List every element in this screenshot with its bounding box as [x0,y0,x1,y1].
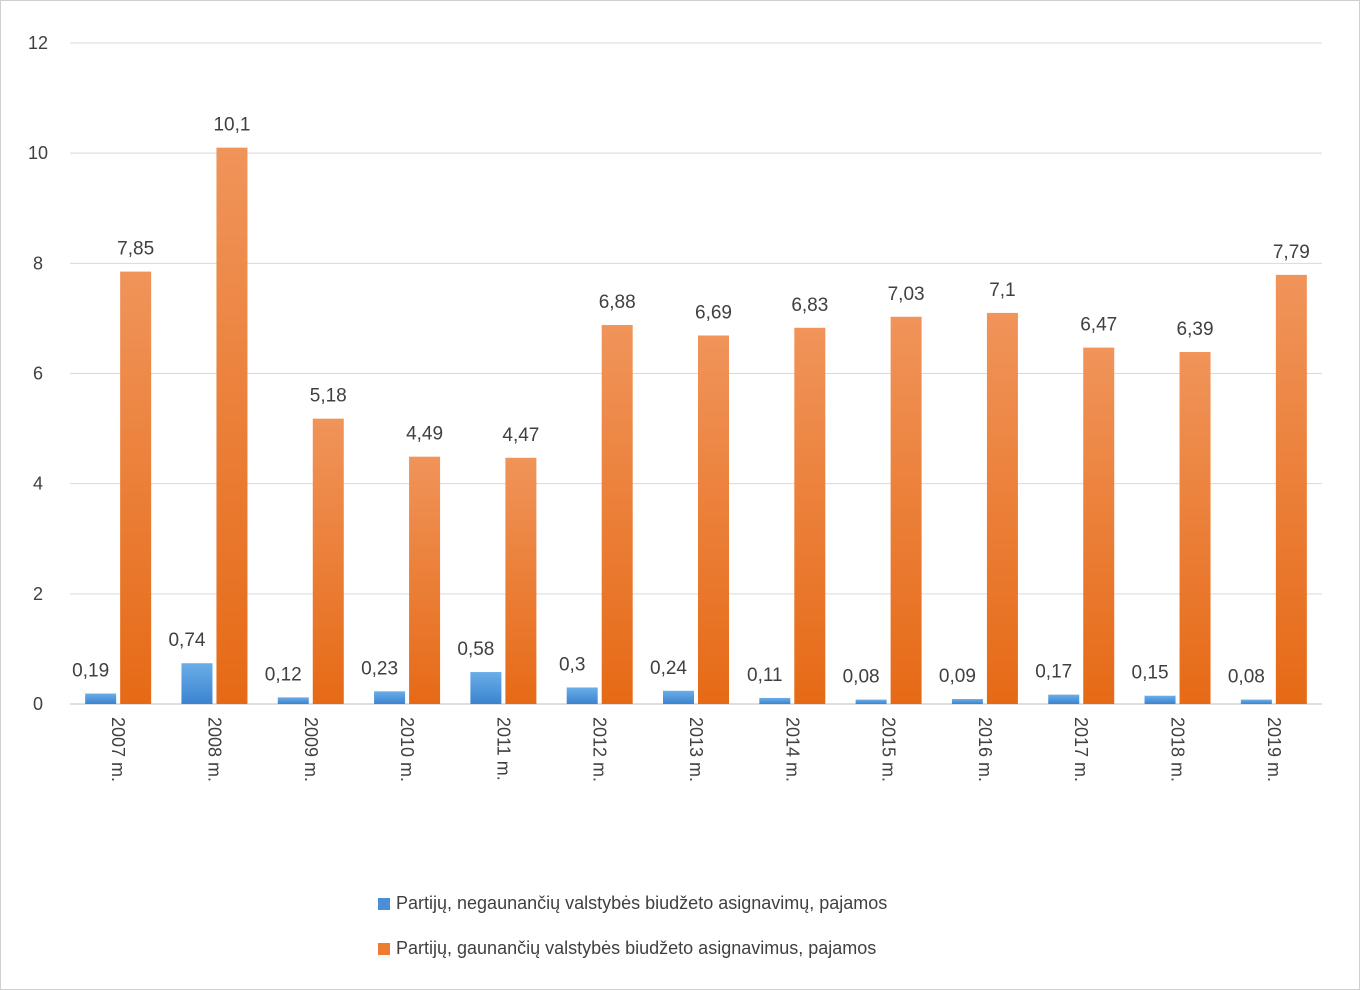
data-label: 6,47 [1080,315,1117,336]
data-label: 0,24 [650,658,687,679]
x-tick-label: 2017 m. [1071,717,1091,782]
legend-item-series-2: Partijų, gaunančių valstybės biudžeto as… [378,938,876,959]
data-label: 0,3 [559,654,585,675]
bar-series-1 [759,697,791,704]
bar-series-1 [277,697,309,704]
legend-swatch-orange [378,942,390,955]
data-label: 0,08 [1228,667,1265,688]
bars [85,147,1307,705]
bar-series-1 [663,690,694,704]
bar-series-2 [409,456,441,704]
data-label: 0,17 [1035,662,1072,683]
bar-series-1 [85,693,117,704]
data-label: 7,85 [117,239,154,260]
bar-series-1 [566,687,598,704]
x-tick-label: 2007 m. [108,717,128,782]
bar-series-2 [698,335,729,704]
data-label: 0,19 [72,661,109,682]
x-tick-label: 2012 m. [590,717,610,782]
bar-series-1 [951,699,983,704]
data-label: 6,83 [791,295,828,316]
legend-item-series-1: Partijų, negaunančių valstybės biudžeto … [378,893,887,914]
data-label: 4,49 [406,424,443,445]
y-tick-label: 6 [33,364,43,384]
data-label: 0,11 [747,665,783,686]
x-tick-label: 2010 m. [397,717,417,782]
bar-series-1 [1240,699,1272,704]
legend-swatch-blue [378,897,390,910]
data-label: 7,1 [989,280,1015,301]
bar-series-1 [855,699,887,704]
bar-series-2 [120,271,152,704]
y-tick-label: 4 [33,474,43,494]
bar-series-2 [216,147,248,705]
x-tick-label: 2018 m. [1168,717,1188,782]
data-label: 7,03 [888,284,925,305]
data-label: 6,39 [1177,319,1214,340]
bar-series-2 [1083,347,1115,704]
data-label: 0,08 [843,667,880,688]
data-label: 6,88 [599,292,636,313]
data-label: 0,74 [168,630,205,651]
y-axis-ticks: 0 2 4 6 8 10 12 [28,33,48,714]
bar-series-1 [470,672,502,704]
x-tick-label: 2008 m. [204,717,224,782]
data-label: 5,18 [310,386,347,407]
bar-series-2 [986,312,1018,704]
x-tick-label: 2015 m. [879,717,899,782]
bar-series-2 [1179,352,1211,704]
x-tick-label: 2013 m. [686,717,706,782]
data-label: 0,09 [939,666,976,687]
bar-series-1 [181,663,213,704]
bar-series-1 [1144,695,1176,704]
data-label: 0,12 [265,664,302,685]
x-axis-ticks: 2007 m. 2008 m. 2009 m. 2010 m. 2011 m. 2012 … [108,717,1284,782]
data-label: 6,69 [695,302,732,323]
legend-label-series-2: Partijų, gaunančių valstybės biudžeto as… [396,938,877,958]
x-tick-label: 2016 m. [975,717,995,782]
y-tick-label: 10 [28,143,48,163]
gridlines [70,42,1322,705]
bar-series-2 [794,327,826,704]
y-tick-label: 2 [33,584,43,604]
data-label: 10,1 [213,115,250,136]
data-label: 0,23 [361,658,398,679]
data-label: 7,79 [1273,242,1310,263]
data-label: 0,15 [1132,663,1169,684]
x-tick-label: 2014 m. [782,717,802,782]
bar-series-1 [374,691,406,704]
y-tick-label: 12 [28,33,48,53]
bar-series-1 [1048,694,1080,704]
data-labels: 0,19 7,85 0,74 10,1 0,12 5,18 0,23 4,49 0,58 4,47… [72,115,1310,688]
bar-series-2 [505,457,537,704]
x-tick-label: 2019 m. [1264,717,1284,782]
y-tick-label: 0 [33,694,43,714]
legend-label-series-1: Partijų, negaunančių valstybės biudžeto … [396,893,888,913]
data-label: 0,58 [457,639,494,660]
bar-series-2 [312,418,344,704]
data-label: 4,47 [502,425,539,446]
bar-series-2 [1275,274,1307,704]
y-tick-label: 8 [33,253,43,273]
bar-series-2 [890,316,922,704]
x-tick-label: 2011 m. [493,717,513,781]
bar-series-2 [601,325,633,704]
x-tick-label: 2009 m. [301,717,321,782]
